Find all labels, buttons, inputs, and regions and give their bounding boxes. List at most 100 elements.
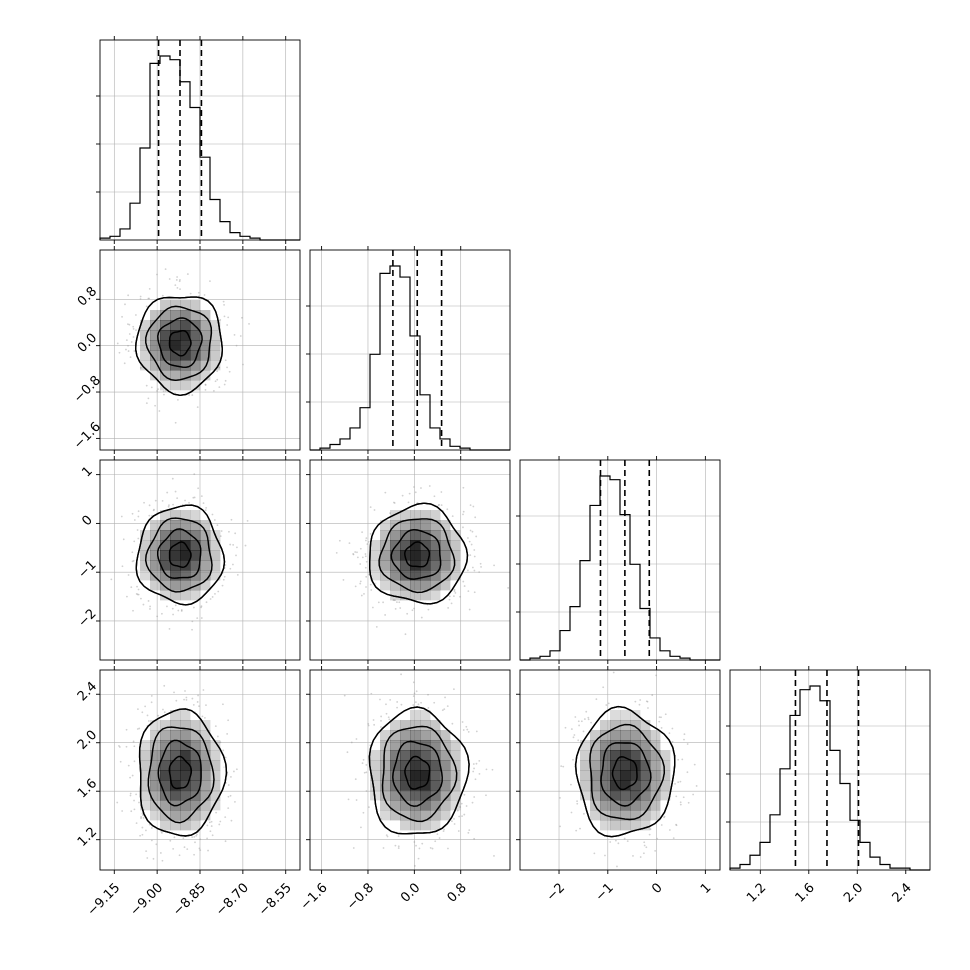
histogram-bin: [590, 505, 600, 660]
density-cell: [400, 580, 411, 591]
density-cell: [410, 570, 421, 581]
density-cell: [580, 790, 591, 801]
density-cell: [160, 580, 171, 591]
density-cell: [200, 730, 211, 741]
sample-point: [192, 496, 195, 499]
sample-point: [130, 586, 133, 589]
sample-point: [119, 760, 122, 763]
density-cell: [170, 340, 181, 351]
sample-point: [203, 294, 206, 296]
density-cell: [650, 730, 661, 741]
sample-point: [575, 829, 578, 832]
density-cell: [180, 530, 191, 541]
sample-point: [369, 506, 372, 509]
density-cell: [390, 570, 401, 581]
x-tick-label: −8.70: [213, 880, 252, 919]
sample-point: [400, 673, 402, 676]
sample-point: [212, 389, 215, 392]
sample-point: [338, 539, 341, 542]
y-tick-label: −2: [75, 606, 99, 630]
density-cell: [150, 790, 161, 801]
density-cell: [410, 820, 421, 831]
sample-point: [146, 857, 149, 859]
sample-point: [222, 703, 224, 706]
contour-level: [134, 296, 224, 397]
density-cell: [390, 580, 401, 591]
density-cell: [380, 730, 391, 741]
density-cell: [210, 740, 221, 751]
sample-point: [155, 843, 158, 846]
sample-point: [396, 601, 398, 604]
sample-point: [210, 820, 213, 823]
sample-point: [204, 716, 206, 719]
sample-point: [407, 501, 410, 504]
density-cell: [420, 810, 431, 821]
sample-point: [421, 842, 424, 845]
histogram-bin: [820, 701, 830, 870]
sample-point: [393, 502, 396, 504]
sample-point: [234, 532, 237, 535]
density-cell: [660, 770, 671, 781]
sample-point: [168, 278, 171, 280]
density-cell: [160, 760, 171, 771]
sample-point: [116, 801, 119, 804]
histogram-bin: [110, 236, 120, 240]
density-cell: [600, 780, 611, 791]
density-cell: [590, 790, 601, 801]
density-cell: [430, 750, 441, 761]
sample-point: [193, 473, 196, 476]
x-tick-label: 0.0: [398, 880, 423, 905]
histogram-bin: [670, 656, 680, 660]
sample-point: [475, 535, 478, 538]
sample-point: [133, 808, 136, 811]
density-cell: [140, 360, 151, 371]
sample-point: [137, 593, 140, 596]
sample-point: [172, 503, 174, 506]
sample-point: [229, 794, 232, 797]
sample-point: [454, 592, 457, 594]
histogram-bin: [350, 428, 360, 450]
sample-point: [197, 694, 199, 697]
contour-level: [574, 705, 676, 838]
density-cell: [170, 580, 181, 591]
x-tick-label: −8.85: [170, 880, 209, 919]
density-cell: [380, 780, 391, 791]
density-cell: [390, 740, 401, 751]
sample-point: [198, 847, 201, 850]
sample-point: [228, 370, 231, 373]
density-cell: [190, 330, 201, 341]
sample-point: [447, 607, 450, 609]
sample-point: [663, 816, 665, 819]
sample-point: [614, 839, 617, 842]
histogram-bin: [540, 656, 550, 660]
sample-point: [436, 833, 439, 835]
density-cell: [150, 350, 161, 361]
sample-point: [148, 297, 151, 300]
sample-point: [137, 708, 139, 711]
density-cell: [630, 710, 641, 721]
sample-point: [174, 604, 177, 607]
sample-point: [241, 316, 243, 319]
density-cell: [400, 760, 411, 771]
sample-point: [130, 810, 133, 813]
density-cell: [180, 360, 191, 371]
sample-point: [224, 816, 227, 819]
sample-point: [466, 569, 469, 572]
sample-point: [413, 607, 415, 610]
sample-point: [230, 819, 233, 822]
density-cell: [390, 730, 401, 741]
sample-point: [443, 708, 446, 711]
sample-point: [389, 512, 391, 515]
sample-point: [127, 294, 130, 297]
density-cell: [630, 730, 641, 741]
density-cell: [170, 350, 181, 361]
sample-point: [166, 605, 168, 608]
density-cell: [650, 750, 661, 761]
sample-point: [564, 726, 567, 729]
sample-point: [632, 855, 634, 857]
histogram-bin: [210, 200, 220, 240]
sample-point: [138, 727, 141, 730]
sample-point: [233, 333, 236, 336]
panel-frame: [519, 669, 721, 871]
density-cell: [450, 800, 461, 811]
